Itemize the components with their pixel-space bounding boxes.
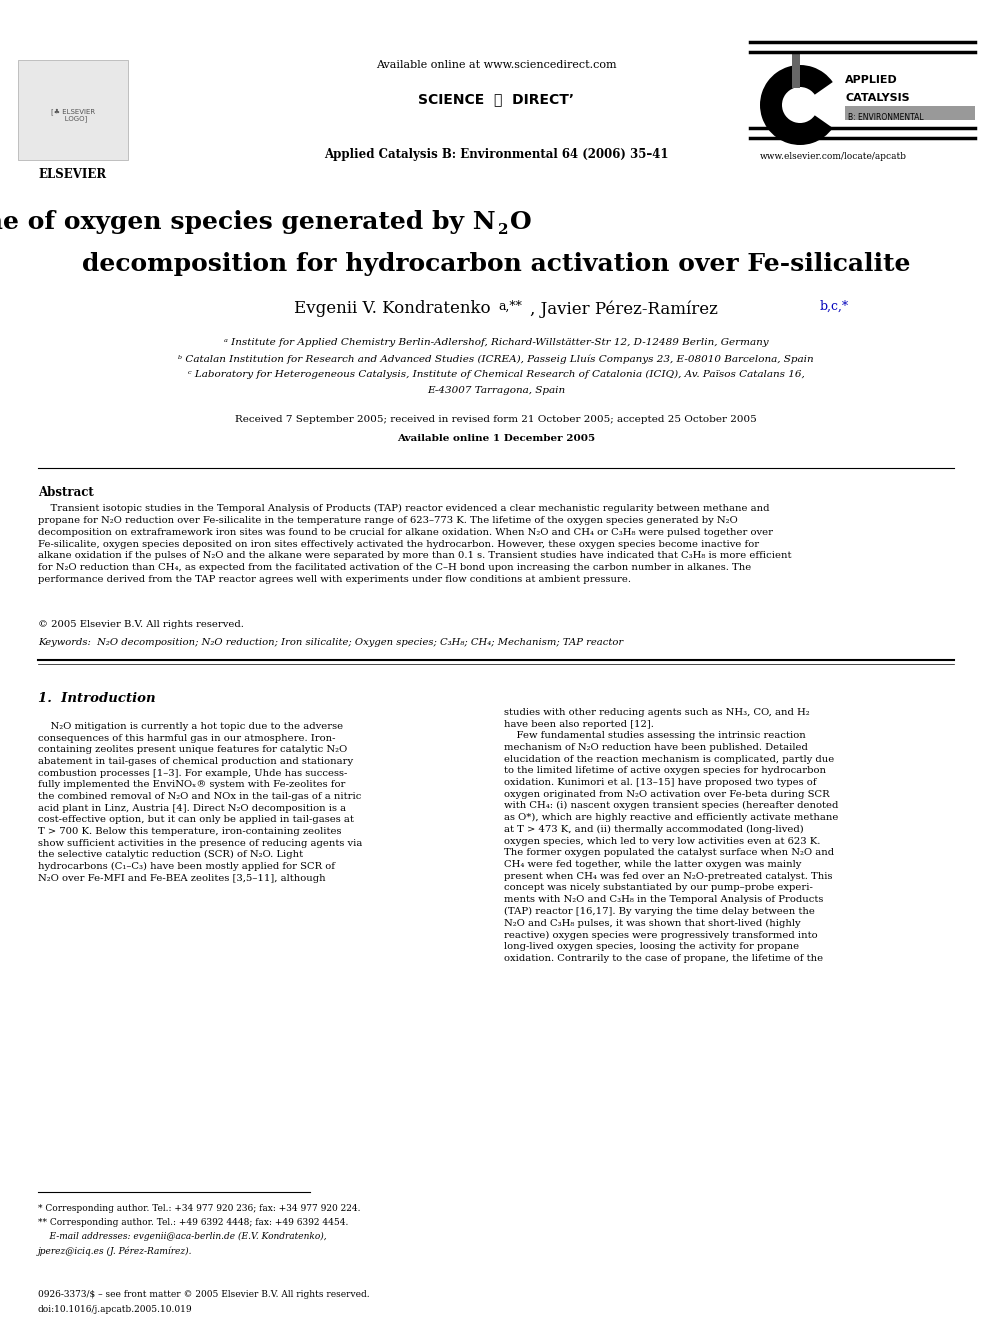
Text: a,**: a,** [498, 300, 522, 314]
Text: Received 7 September 2005; received in revised form 21 October 2005; accepted 25: Received 7 September 2005; received in r… [235, 415, 757, 423]
Text: ᶜ Laboratory for Heterogeneous Catalysis, Institute of Chemical Research of Cata: ᶜ Laboratory for Heterogeneous Catalysis… [187, 370, 805, 380]
Text: www.elsevier.com/locate/apcatb: www.elsevier.com/locate/apcatb [760, 152, 907, 161]
Text: ᵃ Institute for Applied Chemistry Berlin-Adlershof, Richard-Willstätter-Str 12, : ᵃ Institute for Applied Chemistry Berlin… [223, 337, 769, 347]
Text: SCIENCE  ⓓ  DIRECTʼ: SCIENCE ⓓ DIRECTʼ [418, 93, 574, 106]
Text: Abstract: Abstract [38, 486, 94, 499]
Text: E-43007 Tarragona, Spain: E-43007 Tarragona, Spain [427, 386, 565, 396]
Text: , Javier Pérez-Ramírez: , Javier Pérez-Ramírez [530, 300, 723, 318]
Text: O: O [510, 210, 532, 234]
Text: ** Corresponding author. Tel.: +49 6392 4448; fax: +49 6392 4454.: ** Corresponding author. Tel.: +49 6392 … [38, 1218, 348, 1226]
Text: Available online 1 December 2005: Available online 1 December 2005 [397, 434, 595, 443]
Text: [♣ ELSEVIER
   LOGO]: [♣ ELSEVIER LOGO] [51, 107, 95, 122]
Text: Available online at www.sciencedirect.com: Available online at www.sciencedirect.co… [376, 60, 616, 70]
Text: APPLIED: APPLIED [845, 75, 898, 85]
Text: ELSEVIER: ELSEVIER [39, 168, 107, 181]
Text: CATALYSIS: CATALYSIS [845, 93, 910, 103]
Text: 1.  Introduction: 1. Introduction [38, 692, 156, 705]
Text: studies with other reducing agents such as NH₃, CO, and H₂
have been also report: studies with other reducing agents such … [504, 708, 838, 963]
Text: jperez@iciq.es (J. Pérez-Ramírez).: jperez@iciq.es (J. Pérez-Ramírez). [38, 1246, 192, 1256]
Wedge shape [760, 65, 832, 146]
Bar [845, 106, 975, 120]
Text: E-mail addresses: evgenii@aca-berlin.de (E.V. Kondratenko),: E-mail addresses: evgenii@aca-berlin.de … [38, 1232, 326, 1241]
Text: ᵇ Catalan Institution for Research and Advanced Studies (ICREA), Passeig Lluís C: ᵇ Catalan Institution for Research and A… [179, 355, 813, 364]
Text: 0926-3373/$ – see front matter © 2005 Elsevier B.V. All rights reserved.: 0926-3373/$ – see front matter © 2005 El… [38, 1290, 370, 1299]
Text: Transient isotopic studies in the Temporal Analysis of Products (TAP) reactor ev: Transient isotopic studies in the Tempor… [38, 504, 792, 583]
Text: b,c,*: b,c,* [820, 300, 849, 314]
Text: Applied Catalysis B: Environmental 64 (2006) 35–41: Applied Catalysis B: Environmental 64 (2… [323, 148, 669, 161]
Text: doi:10.1016/j.apcatb.2005.10.019: doi:10.1016/j.apcatb.2005.10.019 [38, 1304, 192, 1314]
Text: © 2005 Elsevier B.V. All rights reserved.: © 2005 Elsevier B.V. All rights reserved… [38, 620, 244, 628]
Text: 2: 2 [498, 224, 509, 237]
Bar [792, 52, 800, 89]
Bar [18, 60, 128, 160]
Text: * Corresponding author. Tel.: +34 977 920 236; fax: +34 977 920 224.: * Corresponding author. Tel.: +34 977 92… [38, 1204, 360, 1213]
Text: Evgenii V. Kondratenko: Evgenii V. Kondratenko [294, 300, 496, 318]
Text: Keywords:  N₂O decomposition; N₂O reduction; Iron silicalite; Oxygen species; C₃: Keywords: N₂O decomposition; N₂O reducti… [38, 638, 623, 647]
Text: B: ENVIRONMENTAL: B: ENVIRONMENTAL [848, 112, 924, 122]
Text: Importance of the lifetime of oxygen species generated by N: Importance of the lifetime of oxygen spe… [0, 210, 496, 234]
Text: N₂O mitigation is currently a hot topic due to the adverse
consequences of this : N₂O mitigation is currently a hot topic … [38, 722, 362, 882]
Text: decomposition for hydrocarbon activation over Fe-silicalite: decomposition for hydrocarbon activation… [81, 251, 911, 277]
